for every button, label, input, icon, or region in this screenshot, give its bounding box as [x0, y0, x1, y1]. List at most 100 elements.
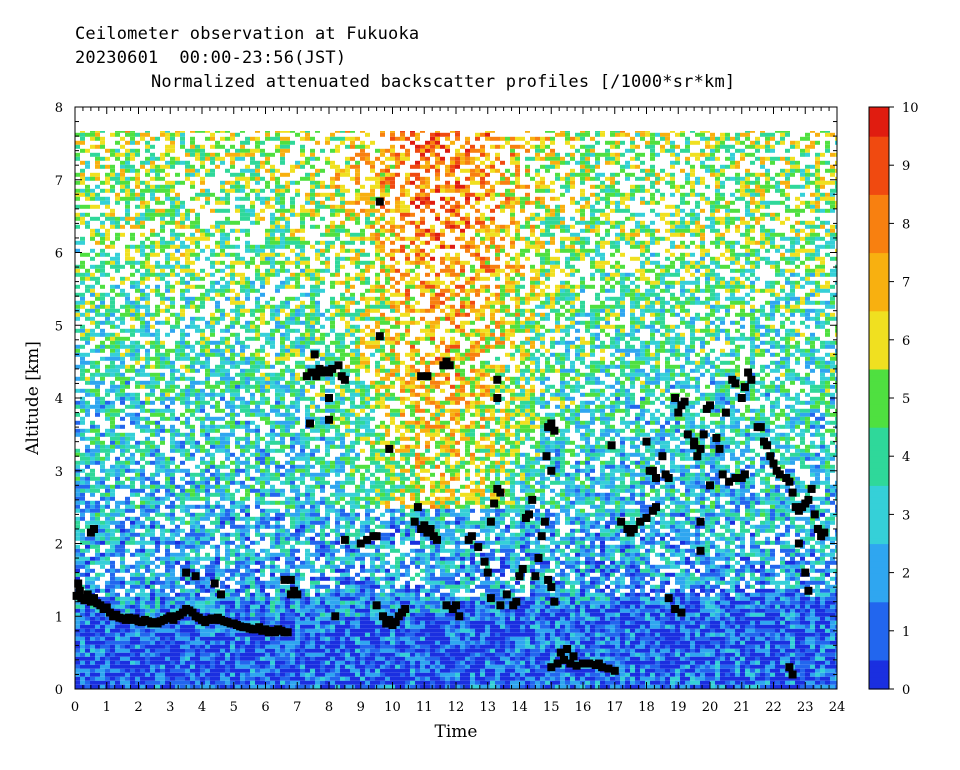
heatmap-cell [770, 352, 775, 357]
heatmap-cell [415, 284, 420, 289]
heatmap-cell [135, 312, 140, 317]
heatmap-cell [805, 280, 810, 285]
heatmap-cell [555, 156, 560, 161]
heatmap-cell [725, 204, 730, 209]
heatmap-cell [660, 332, 665, 337]
heatmap-cell [635, 184, 640, 189]
heatmap-cell [750, 236, 755, 241]
heatmap-cell [480, 184, 485, 189]
heatmap-cell [755, 208, 760, 213]
heatmap-cell [355, 324, 360, 329]
heatmap-cell [450, 308, 455, 313]
heatmap-cell [250, 248, 255, 253]
heatmap-cell [665, 236, 670, 241]
heatmap-cell [520, 252, 525, 257]
heatmap-cell [515, 176, 520, 181]
heatmap-cell [765, 132, 770, 137]
heatmap-cell [735, 288, 740, 293]
heatmap-cell [525, 336, 530, 341]
heatmap-cell [460, 160, 465, 165]
heatmap-cell [675, 348, 680, 353]
heatmap-cell [275, 132, 280, 137]
heatmap-cell [810, 280, 815, 285]
heatmap-cell [600, 184, 605, 189]
heatmap-cell [270, 260, 275, 265]
heatmap-cell [440, 160, 445, 165]
heatmap-cell [455, 348, 460, 353]
heatmap-cell [520, 324, 525, 329]
heatmap-cell [425, 200, 430, 205]
heatmap-cell [455, 252, 460, 257]
heatmap-cell [265, 272, 270, 277]
heatmap-cell [535, 292, 540, 297]
heatmap-cell [555, 172, 560, 177]
heatmap-cell [795, 264, 800, 269]
heatmap-cell [530, 264, 535, 269]
heatmap-cell [525, 324, 530, 329]
heatmap-cell [520, 340, 525, 345]
heatmap-cell [815, 348, 820, 353]
heatmap-cell [785, 328, 790, 333]
heatmap-cell [335, 260, 340, 265]
heatmap-cell [540, 140, 545, 145]
heatmap-cell [595, 304, 600, 309]
heatmap-cell [520, 184, 525, 189]
heatmap-cell [150, 240, 155, 245]
heatmap-cell [795, 228, 800, 233]
heatmap-cell [260, 196, 265, 201]
heatmap-cell [780, 200, 785, 205]
heatmap-cell [540, 180, 545, 185]
heatmap-cell [140, 320, 145, 325]
heatmap-cell [335, 136, 340, 141]
heatmap-cell [340, 204, 345, 209]
heatmap-cell [125, 156, 130, 161]
heatmap-cell [720, 196, 725, 201]
heatmap-cell [330, 160, 335, 165]
heatmap-cell [515, 184, 520, 189]
heatmap-cell [185, 224, 190, 229]
heatmap-cell [115, 232, 120, 237]
heatmap-cell [165, 220, 170, 225]
heatmap-cell [580, 252, 585, 257]
heatmap-cell [370, 284, 375, 289]
heatmap-cell [170, 196, 175, 201]
heatmap-cell [210, 192, 215, 197]
heatmap-cell [495, 244, 500, 249]
heatmap-cell [725, 144, 730, 149]
heatmap-cell [365, 264, 370, 269]
heatmap-cell [325, 352, 330, 357]
heatmap-cell [700, 208, 705, 213]
heatmap-cell [110, 276, 115, 281]
heatmap-cell [485, 224, 490, 229]
heatmap-cell [420, 292, 425, 297]
heatmap-cell [75, 268, 80, 273]
heatmap-cell [140, 292, 145, 297]
heatmap-cell [500, 180, 505, 185]
heatmap-cell [460, 144, 465, 149]
heatmap-cell [150, 312, 155, 317]
heatmap-cell [390, 336, 395, 341]
heatmap-cell [90, 176, 95, 181]
heatmap-cell [295, 260, 300, 265]
heatmap-cell [700, 248, 705, 253]
heatmap-cell [790, 144, 795, 149]
heatmap-cell [170, 288, 175, 293]
heatmap-cell [190, 136, 195, 141]
heatmap-cell [280, 324, 285, 329]
heatmap-cell [240, 272, 245, 277]
heatmap-cell [485, 244, 490, 249]
heatmap-cell [705, 316, 710, 321]
heatmap-cell [410, 236, 415, 241]
heatmap-cell [400, 204, 405, 209]
heatmap-cell [300, 292, 305, 297]
heatmap-cell [610, 152, 615, 157]
heatmap-cell [235, 148, 240, 153]
heatmap-cell [310, 244, 315, 249]
heatmap-cell [460, 152, 465, 157]
heatmap-cell [250, 208, 255, 213]
heatmap-cell [755, 332, 760, 337]
heatmap-cell [560, 220, 565, 225]
heatmap-cell [825, 312, 830, 317]
heatmap-cell [210, 340, 215, 345]
heatmap-cell [75, 172, 80, 177]
